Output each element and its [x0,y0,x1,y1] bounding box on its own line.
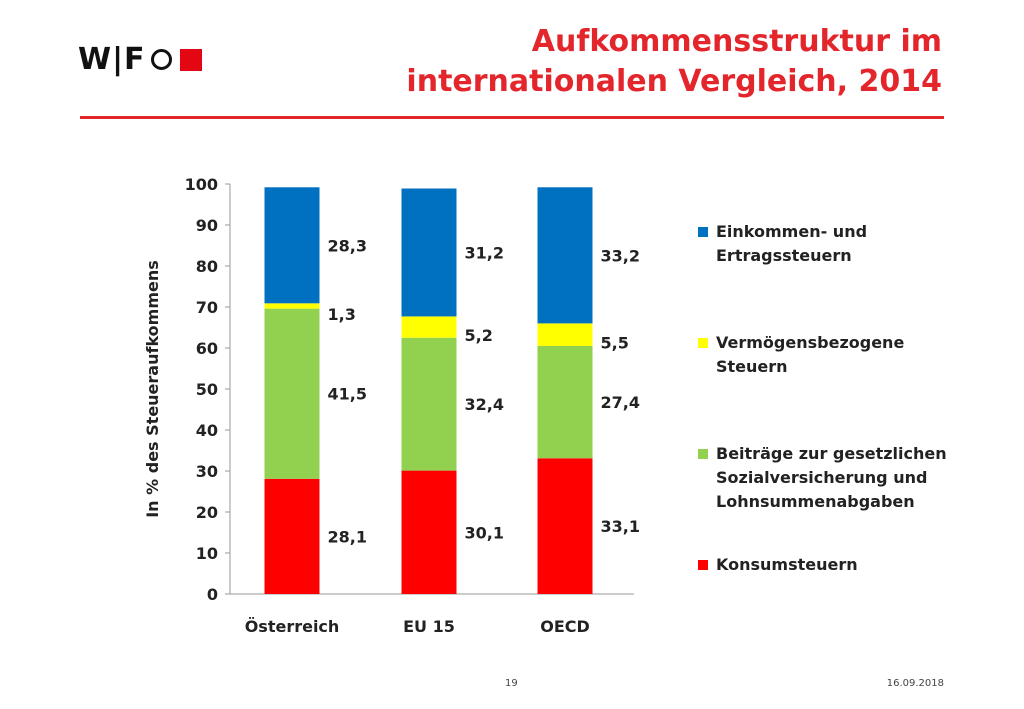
x-category-label: OECD [540,617,590,636]
legend-label-beitraege: Beiträge zur gesetzlichen Sozialversiche… [716,444,947,511]
bar-segment [537,187,593,324]
x-category-label: EU 15 [403,617,455,636]
data-label: 28,1 [328,527,367,546]
data-label: 27,4 [601,393,640,412]
legend-swatch-beitraege [698,449,708,459]
bar-segment [537,323,593,346]
x-category-label: Österreich [245,617,340,636]
bar-segment [264,303,320,309]
footer-date: 16.09.2018 [886,678,944,689]
bar-segment [401,316,457,338]
wifo-logo: W|F [78,42,202,77]
bar-segment [264,478,320,594]
bar-segment [264,308,320,479]
bar-segment [264,187,320,304]
page-number: 19 [505,678,518,689]
y-tick-label: 40 [196,421,218,440]
legend-item-konsum: Konsumsteuern [698,553,988,577]
legend-swatch-vermoegen [698,338,708,348]
y-tick-label: 30 [196,462,218,481]
title-line-1: Aufkommensstruktur im [531,24,942,59]
legend-label-vermoegen: Vermögensbezogene Steuern [716,333,905,376]
legend-swatch-einkommen [698,227,708,237]
y-tick-label: 50 [196,380,218,399]
legend-swatch-konsum [698,560,708,570]
legend-item-beitraege: Beiträge zur gesetzlichen Sozialversiche… [698,442,988,514]
bar-segment [537,458,593,594]
y-tick-label: 10 [196,544,218,563]
title-divider [80,116,944,119]
bar-segment [401,188,457,317]
logo-text: W|F [78,42,146,77]
y-tick-label: 100 [185,175,218,194]
logo-square-icon [179,48,202,71]
data-label: 31,2 [465,243,504,262]
bar-segment [401,470,457,594]
title-line-2: internationalen Vergleich, 2014 [406,64,942,99]
legend-item-einkommen: Einkommen- und Ertragssteuern [698,220,988,268]
legend-label-konsum: Konsumsteuern [716,555,858,574]
page-title: Aufkommensstruktur im internationalen Ve… [406,22,942,102]
y-tick-label: 60 [196,339,218,358]
data-label: 41,5 [328,385,367,404]
y-tick-label: 20 [196,503,218,522]
data-label: 5,2 [465,326,493,345]
y-axis-label: In % des Steueraufkommens [143,260,162,518]
y-tick-label: 80 [196,257,218,276]
data-label: 32,4 [465,395,504,414]
legend-label-einkommen: Einkommen- und Ertragssteuern [716,222,868,265]
data-label: 33,2 [601,246,640,265]
data-label: 1,3 [328,305,356,324]
y-tick-label: 0 [207,585,218,604]
data-label: 5,5 [601,334,629,353]
bar-segment [537,345,593,459]
data-label: 33,1 [601,517,640,536]
y-tick-label: 90 [196,216,218,235]
logo-circle-icon [150,49,172,70]
data-label: 28,3 [328,236,367,255]
y-tick-label: 70 [196,298,218,317]
legend-item-vermoegen: Vermögensbezogene Steuern [698,331,988,379]
bar-segment [401,337,457,471]
data-label: 30,1 [465,523,504,542]
